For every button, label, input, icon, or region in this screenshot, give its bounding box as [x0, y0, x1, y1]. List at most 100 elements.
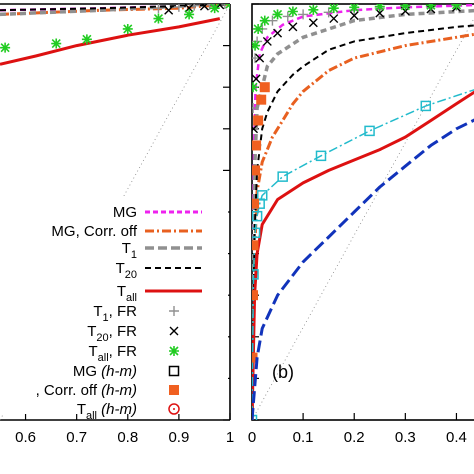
- x-tick-label: 0.8: [117, 429, 138, 446]
- legend-label-base: T: [87, 323, 96, 340]
- x-tick-label: 0: [248, 429, 256, 446]
- point-t-all-fr: [374, 4, 385, 12]
- panel-b: 0 0.1 0.2 0.3 0.4 (b): [248, 3, 474, 446]
- point-corr-off-h-m: [259, 82, 270, 93]
- legend-label-italic: (h-m): [101, 382, 137, 399]
- point-t-20-fr: [308, 18, 318, 28]
- legend-sample-marker: [169, 326, 179, 336]
- legend-label-base: , Corr. off: [36, 382, 102, 399]
- point-t-all-fr: [184, 9, 195, 20]
- point-t-1-fr: [298, 9, 309, 20]
- legend-entry-mg-corr-off: MG, Corr. off: [51, 223, 202, 240]
- legend-entry-mg-h-m: MG (h-m): [73, 363, 180, 380]
- legend-sample-marker: [168, 365, 180, 377]
- point-t-all-fr: [252, 82, 259, 93]
- point-t-20-fr: [349, 11, 359, 21]
- point-t-20-fr: [255, 53, 265, 63]
- x-tick-label: 0.2: [344, 429, 365, 446]
- panel-b-label: (b): [272, 362, 294, 382]
- x-tick-label: 0.4: [446, 429, 467, 446]
- legend-label-sub: all: [86, 410, 97, 422]
- legend-entry-t-20: T20: [116, 260, 202, 281]
- point-t-20-fr: [164, 5, 174, 15]
- legend-label-tail: , FR: [109, 343, 137, 360]
- legend-label-sub: 1: [103, 312, 109, 324]
- panel-a-series: [0, 4, 230, 66]
- series-t-all: [252, 90, 474, 420]
- point-corr-off-h-m: [252, 140, 262, 151]
- series-t-20: [0, 4, 230, 12]
- legend-label-sub: 20: [125, 269, 137, 281]
- x-tick-label: 0.3: [395, 429, 416, 446]
- point-t-20-fr: [273, 28, 283, 38]
- point-t-20-fr: [252, 124, 259, 134]
- point-t-all-fr: [328, 4, 339, 14]
- point-t-all-fr: [0, 42, 11, 53]
- line-t-all: [252, 90, 474, 420]
- legend-sample-marker-dot: [173, 408, 175, 410]
- legend-label-base: T: [117, 283, 126, 300]
- series-t-all-fr: [0, 4, 230, 53]
- legend-label-italic: (h-m): [101, 401, 137, 418]
- point-t-all-fr: [253, 23, 264, 34]
- series-corr-off-h-m: [252, 82, 270, 363]
- point-t-20-fr: [288, 22, 298, 32]
- point-corr-off-h-m: [252, 290, 259, 301]
- line-t-all: [0, 17, 221, 66]
- legend-entry-t-all-fr: Tall, FR: [88, 343, 179, 364]
- point-t-20-fr: [375, 8, 385, 18]
- point-t-1-fr: [252, 53, 261, 64]
- legend-label-base: T: [122, 240, 131, 257]
- panel-b-diagonal: [251, 17, 474, 421]
- legend-label-italic: (h-m): [101, 363, 137, 380]
- point-mg-h-m: [420, 100, 432, 112]
- point-t-all-fr: [451, 4, 462, 10]
- legend-entry-t-1-fr: T1, FR: [93, 303, 179, 324]
- point-t-all-fr: [252, 40, 261, 51]
- point-corr-off-h-m: [252, 198, 260, 209]
- point-t-all-fr: [259, 15, 270, 26]
- point-t-all-fr: [81, 34, 92, 45]
- point-mg-h-m: [315, 150, 327, 162]
- point-mg-h-m: [252, 269, 259, 280]
- point-t-1-fr: [252, 36, 263, 47]
- x-tick-label: 0.1: [293, 429, 314, 446]
- line-t-1: [252, 8, 474, 420]
- line-t-20: [252, 24, 474, 420]
- series-t-20-fr: [252, 4, 461, 134]
- legend-sample-marker: [169, 346, 179, 356]
- legend-label: MG (h-m): [73, 363, 137, 380]
- line-t-20: [0, 4, 230, 12]
- legend-label-sub: all: [98, 352, 109, 364]
- point-corr-off-h-m: [252, 240, 259, 251]
- point-t-all-fr: [153, 13, 164, 24]
- point-t-all-fr: [225, 4, 230, 9]
- panel-a-tick-labels: 0.6 0.7 0.8 0.9 1: [15, 429, 234, 446]
- point-t-all-fr: [308, 4, 319, 15]
- point-mg-h-m: [364, 125, 375, 137]
- series-t-all: [0, 17, 221, 66]
- legend-label: Tall, FR: [88, 343, 137, 364]
- legend-box: [0, 196, 228, 414]
- legend-entry-t-all-h-m: Tall (h-m): [77, 401, 180, 422]
- point-t-all-fr: [272, 9, 283, 20]
- point-t-1-fr: [252, 103, 259, 113]
- legend-label-tail: , FR: [109, 303, 137, 320]
- point-t-all-fr: [400, 4, 411, 11]
- legend-sample-marker: [168, 403, 180, 415]
- legend-entry-t-20-fr: T20, FR: [87, 323, 179, 344]
- legend-label: MG, Corr. off: [51, 223, 137, 240]
- legend-label-sub: all: [126, 292, 137, 304]
- legend-label-base: T: [88, 343, 97, 360]
- legend-label: , Corr. off (h-m): [36, 382, 137, 399]
- point-t-1-fr: [173, 4, 184, 12]
- legend-label: MG: [113, 204, 137, 221]
- legend-entry-t-1: T1: [122, 240, 202, 261]
- x-tick-label: 1: [226, 429, 234, 446]
- line-t-all-h-m: [252, 118, 474, 420]
- series-t-1: [252, 8, 474, 420]
- legend-label-sub: 20: [96, 332, 108, 344]
- panel-b-frame: [251, 3, 474, 421]
